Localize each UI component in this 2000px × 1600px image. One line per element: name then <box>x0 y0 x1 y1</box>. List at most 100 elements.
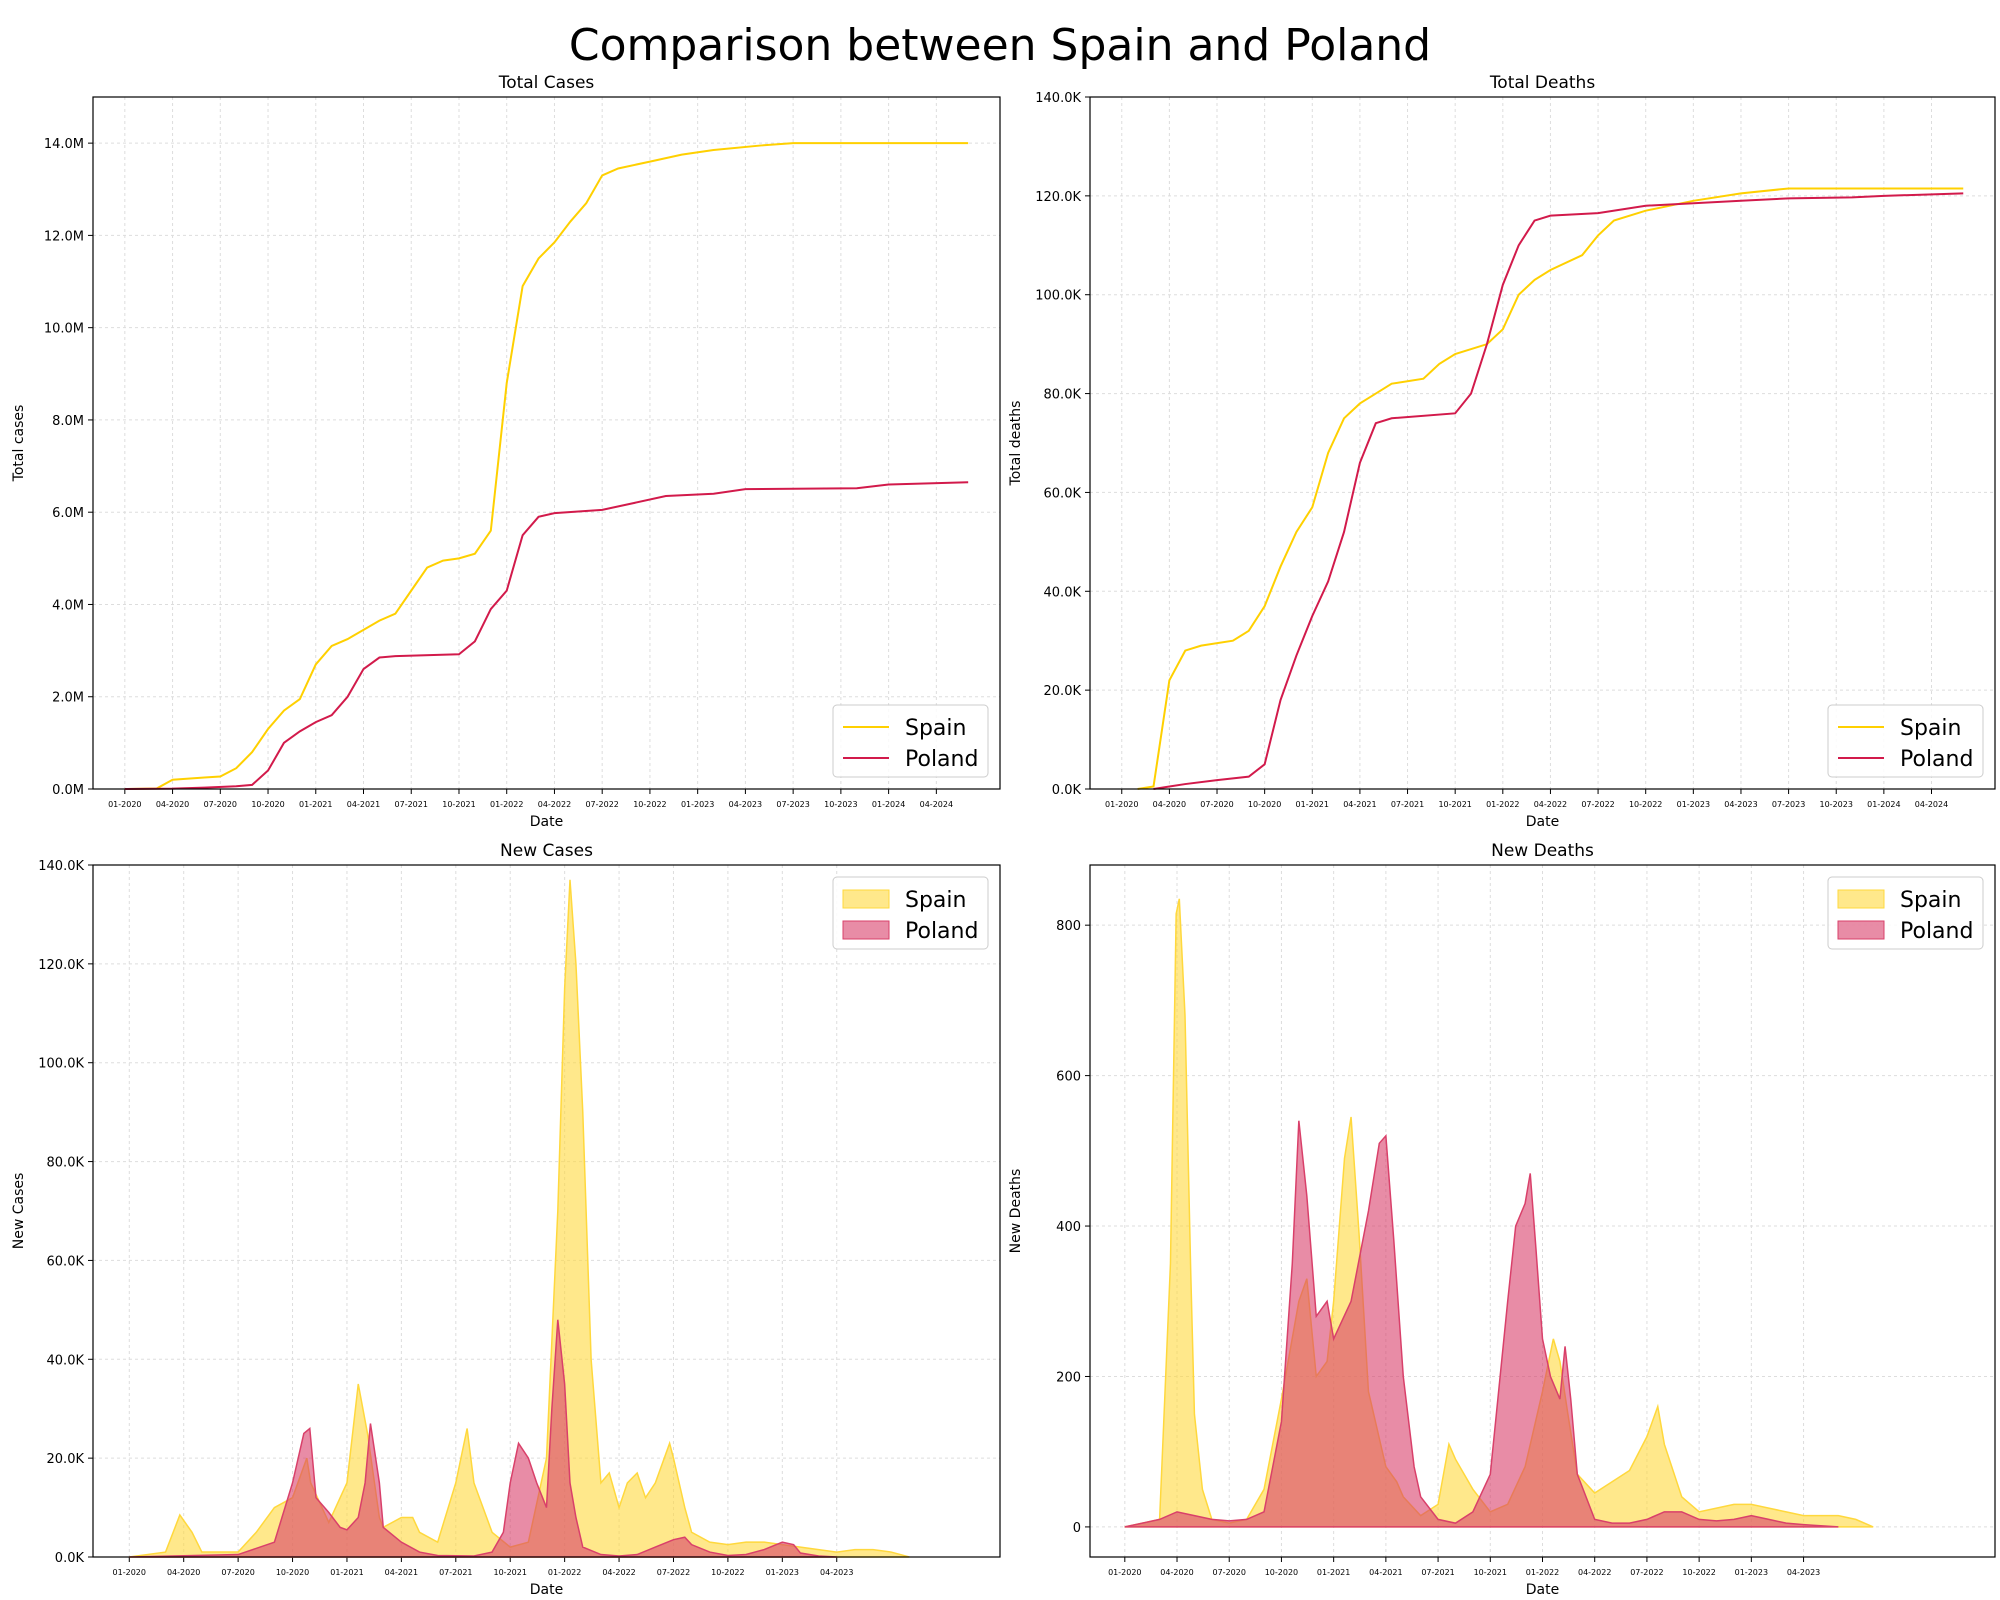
legend: Spain Poland <box>1827 704 1984 778</box>
y-tick-label: 40.0K <box>47 1353 85 1368</box>
total-deaths-chart: 01-2020 04-2020 07-2020 10-2020 01-2021 04-20… <box>1008 73 1996 830</box>
y-tick-label: 20.0K <box>47 1452 85 1467</box>
x-tick-label: 04-2023 <box>820 1568 853 1577</box>
x-tick-label: 04-2023 <box>1724 800 1757 809</box>
x-tick-label: 10-2022 <box>711 1568 744 1577</box>
x-tick-label: 01-2023 <box>766 1568 799 1577</box>
y-tick-label: 0 <box>1073 1521 1081 1536</box>
x-tick-label: 10-2023 <box>1820 800 1853 809</box>
x-tick-label: 10-2020 <box>276 1568 309 1577</box>
y-tick-label: 4.0M <box>52 598 84 613</box>
plot-frame <box>92 864 1001 1558</box>
y-tick-label: 140.0K <box>1035 91 1081 106</box>
x-tick-label: 10-2022 <box>633 800 666 809</box>
x-tick-label: 07-2021 <box>395 800 428 809</box>
x-tick-label: 07-2021 <box>1391 800 1424 809</box>
x-tick-label: 01-2020 <box>113 1568 146 1577</box>
poland-area <box>129 1319 837 1558</box>
x-tick-label: 07-2022 <box>1581 800 1614 809</box>
x-tick-label: 04-2022 <box>602 1568 635 1577</box>
x-tick-label: 01-2022 <box>1486 800 1519 809</box>
legend-swatch-spain <box>1837 889 1885 909</box>
x-axis-label: Date <box>530 1582 563 1598</box>
total-cases-chart: 01-2020 04-2020 07-2020 10-2020 01-2021 04-20… <box>11 73 1001 830</box>
y-axis-label: New Deaths <box>1008 1169 1024 1254</box>
x-tick-label: 04-2022 <box>538 800 571 809</box>
new-deaths-chart: 01-2020 04-2020 07-2020 10-2020 01-2021 04-20… <box>1008 841 1996 1598</box>
x-tick-label: 04-2024 <box>920 800 953 809</box>
x-tick-label: 10-2022 <box>1682 1568 1715 1577</box>
y-axis-label: Total deaths <box>1008 401 1024 487</box>
x-tick-label: 04-2023 <box>1787 1568 1820 1577</box>
y-tick-label: 140.0K <box>38 859 84 874</box>
x-tick-label: 01-2023 <box>1677 800 1710 809</box>
x-tick-label: 07-2023 <box>776 800 809 809</box>
x-tick-label: 07-2022 <box>585 800 618 809</box>
legend-label-spain: Spain <box>1900 888 1961 913</box>
x-tick-label: 01-2022 <box>1526 1568 1559 1577</box>
legend-swatch-spain <box>842 889 890 909</box>
x-tick-label: 10-2020 <box>251 800 284 809</box>
x-tick-label: 01-2021 <box>299 800 332 809</box>
x-tick-label: 01-2022 <box>490 800 523 809</box>
x-tick-label: 04-2020 <box>1153 800 1186 809</box>
x-tick-label: 01-2021 <box>1296 800 1329 809</box>
x-tick-label: 01-2024 <box>1867 800 1900 809</box>
x-tick-label: 01-2021 <box>330 1568 363 1577</box>
plot-frame <box>92 96 1001 790</box>
x-axis-label: Date <box>1526 1582 1559 1598</box>
y-tick-label: 8.0M <box>52 414 84 429</box>
plot-frame <box>1089 864 1996 1558</box>
x-axis-label: Date <box>1526 814 1559 830</box>
x-tick-label: 01-2020 <box>1105 800 1138 809</box>
x-tick-label: 10-2021 <box>494 1568 527 1577</box>
y-tick-label: 0.0K <box>1052 783 1082 798</box>
x-tick-label: 07-2021 <box>439 1568 472 1577</box>
x-tick-label: 04-2020 <box>1160 1568 1193 1577</box>
legend: Spain Poland <box>832 876 989 950</box>
x-tick-label: 07-2021 <box>1421 1568 1454 1577</box>
y-tick-label: 0.0K <box>55 1551 85 1566</box>
x-tick-label: 04-2023 <box>729 800 762 809</box>
x-tick-label: 10-2021 <box>442 800 475 809</box>
x-tick-label: 01-2022 <box>548 1568 581 1577</box>
y-tick-label: 10.0M <box>44 322 84 337</box>
chart-title: New Deaths <box>1491 841 1594 861</box>
y-tick-label: 40.0K <box>1044 585 1082 600</box>
x-tick-label: 10-2020 <box>1265 1568 1298 1577</box>
x-tick-label: 01-2023 <box>681 800 714 809</box>
legend-label-poland: Poland <box>905 747 978 772</box>
y-tick-label: 6.0M <box>52 506 84 521</box>
y-tick-label: 12.0M <box>44 229 84 244</box>
x-tick-label: 01-2020 <box>1108 1568 1141 1577</box>
x-tick-label: 10-2021 <box>1438 800 1471 809</box>
y-tick-label: 80.0K <box>47 1156 85 1171</box>
x-tick-label: 01-2020 <box>108 800 141 809</box>
y-tick-label: 100.0K <box>1035 289 1081 304</box>
x-tick-label: 04-2021 <box>385 1568 418 1577</box>
x-axis-label: Date <box>530 814 563 830</box>
x-tick-label: 07-2022 <box>1630 1568 1663 1577</box>
legend-swatch-poland <box>1837 920 1885 940</box>
x-tick-label: 01-2021 <box>1317 1568 1350 1577</box>
legend: Spain Poland <box>832 704 989 778</box>
y-tick-label: 14.0M <box>44 137 84 152</box>
y-tick-label: 800 <box>1056 919 1081 934</box>
legend-label-spain: Spain <box>905 888 966 913</box>
y-tick-label: 600 <box>1056 1070 1081 1085</box>
legend-label-spain: Spain <box>1900 716 1961 741</box>
x-tick-label: 04-2022 <box>1578 1568 1611 1577</box>
figure-title: Comparison between Spain and Poland <box>568 20 1432 71</box>
spain-line <box>124 142 969 790</box>
y-tick-label: 100.0K <box>38 1057 84 1072</box>
x-tick-label: 04-2024 <box>1915 800 1948 809</box>
y-tick-label: 80.0K <box>1044 388 1082 403</box>
x-tick-label: 04-2020 <box>156 800 189 809</box>
x-tick-label: 07-2022 <box>657 1568 690 1577</box>
legend-label-poland: Poland <box>1900 919 1973 944</box>
legend-label-spain: Spain <box>905 716 966 741</box>
x-tick-label: 04-2020 <box>167 1568 200 1577</box>
new-cases-chart: 01-2020 04-2020 07-2020 10-2020 01-2021 04-20… <box>11 841 1001 1598</box>
